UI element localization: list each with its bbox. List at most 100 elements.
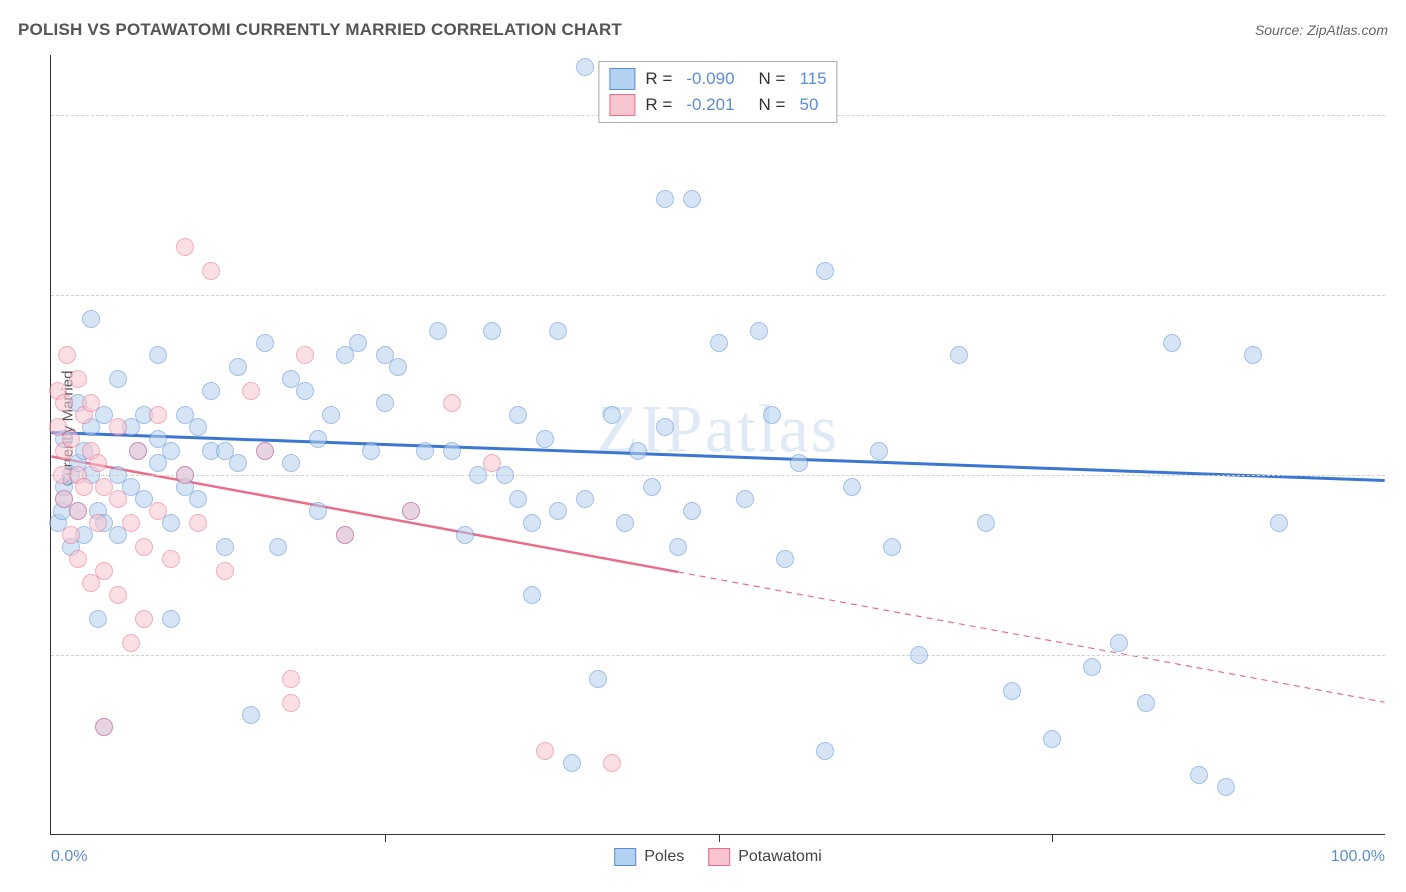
r-label: R = — [645, 95, 672, 115]
data-point — [109, 370, 127, 388]
data-point — [149, 406, 167, 424]
data-point — [776, 550, 794, 568]
data-point — [82, 310, 100, 328]
data-point — [202, 382, 220, 400]
correlation-legend: R = -0.090 N = 115 R = -0.201 N = 50 — [598, 61, 837, 123]
data-point — [402, 502, 420, 520]
legend-series-item: Poles — [614, 848, 684, 866]
data-point — [229, 454, 247, 472]
data-point — [282, 454, 300, 472]
data-point — [89, 514, 107, 532]
data-point — [1163, 334, 1181, 352]
n-label: N = — [759, 69, 786, 89]
n-value: 50 — [799, 95, 818, 115]
data-point — [589, 670, 607, 688]
data-point — [656, 418, 674, 436]
r-value: -0.201 — [686, 95, 734, 115]
data-point — [162, 550, 180, 568]
data-point — [135, 538, 153, 556]
data-point — [296, 346, 314, 364]
data-point — [322, 406, 340, 424]
data-point — [376, 394, 394, 412]
data-point — [216, 562, 234, 580]
data-point — [443, 442, 461, 460]
data-point — [549, 322, 567, 340]
data-point — [977, 514, 995, 532]
data-point — [109, 490, 127, 508]
legend-series-item: Potawatomi — [708, 848, 822, 866]
data-point — [62, 430, 80, 448]
data-point — [1244, 346, 1262, 364]
legend-swatch — [609, 68, 635, 90]
legend-correlation-row: R = -0.090 N = 115 — [609, 66, 826, 92]
data-point — [282, 694, 300, 712]
data-point — [69, 370, 87, 388]
data-point — [269, 538, 287, 556]
data-point — [176, 238, 194, 256]
data-point — [416, 442, 434, 460]
xtick-label-min: 0.0% — [51, 848, 87, 866]
legend-swatch — [708, 848, 730, 866]
gridline — [51, 655, 1385, 656]
xtick-label-max: 100.0% — [1331, 848, 1385, 866]
data-point — [1043, 730, 1061, 748]
data-point — [82, 394, 100, 412]
data-point — [122, 514, 140, 532]
data-point — [282, 670, 300, 688]
n-label: N = — [759, 95, 786, 115]
data-point — [603, 406, 621, 424]
data-point — [122, 634, 140, 652]
data-point — [536, 430, 554, 448]
data-point — [89, 610, 107, 628]
data-point — [296, 382, 314, 400]
data-point — [58, 346, 76, 364]
gridline — [51, 295, 1385, 296]
data-point — [509, 490, 527, 508]
data-point — [109, 586, 127, 604]
data-point — [603, 754, 621, 772]
data-point — [336, 526, 354, 544]
data-point — [429, 322, 447, 340]
data-point — [509, 406, 527, 424]
data-point — [523, 586, 541, 604]
data-point — [95, 718, 113, 736]
data-point — [883, 538, 901, 556]
data-point — [149, 502, 167, 520]
data-point — [189, 514, 207, 532]
data-point — [736, 490, 754, 508]
data-point — [1083, 658, 1101, 676]
data-point — [1190, 766, 1208, 784]
data-point — [149, 346, 167, 364]
data-point — [256, 442, 274, 460]
data-point — [1270, 514, 1288, 532]
data-point — [176, 466, 194, 484]
data-point — [69, 550, 87, 568]
data-point — [389, 358, 407, 376]
data-point — [75, 478, 93, 496]
data-point — [683, 190, 701, 208]
data-point — [910, 646, 928, 664]
data-point — [643, 478, 661, 496]
data-point — [483, 322, 501, 340]
data-point — [616, 514, 634, 532]
data-point — [483, 454, 501, 472]
legend-correlation-row: R = -0.201 N = 50 — [609, 92, 826, 118]
data-point — [189, 490, 207, 508]
data-point — [55, 394, 73, 412]
data-point — [443, 394, 461, 412]
data-point — [816, 742, 834, 760]
data-point — [109, 418, 127, 436]
data-point — [69, 502, 87, 520]
data-point — [870, 442, 888, 460]
data-point — [95, 562, 113, 580]
data-point — [683, 502, 701, 520]
data-point — [309, 502, 327, 520]
data-point — [129, 442, 147, 460]
data-point — [523, 514, 541, 532]
series-legend: Poles Potawatomi — [614, 848, 822, 866]
data-point — [750, 322, 768, 340]
data-point — [576, 58, 594, 76]
xtick-mark — [1052, 834, 1053, 842]
gridline — [51, 475, 1385, 476]
ytick-label: 80.0% — [1397, 106, 1406, 124]
